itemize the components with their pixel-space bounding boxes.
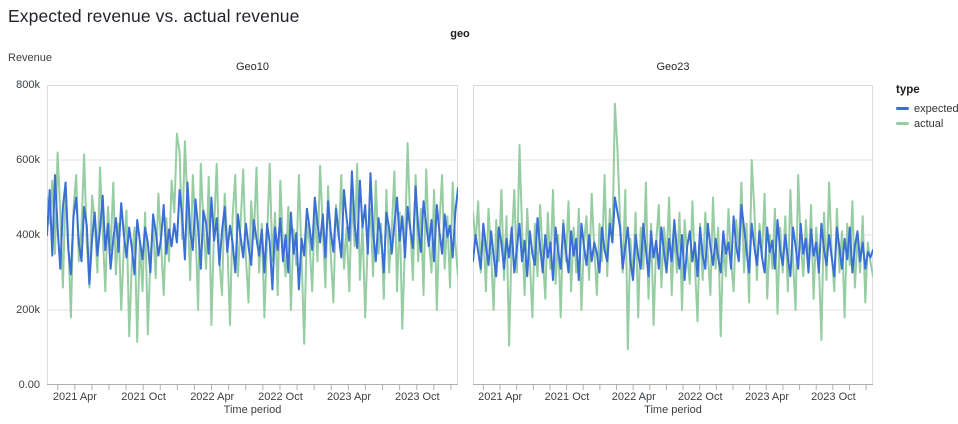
expected-line-swatch-icon (896, 107, 909, 110)
legend-title: type (896, 84, 920, 96)
x-tick-label: 2023 Oct (811, 391, 856, 403)
x-tick-label: 2023 Oct (394, 391, 440, 403)
x-axis-title: Time period (223, 404, 282, 416)
x-tick-label: 2021 Oct (121, 391, 166, 403)
y-tick-label: 200k (16, 304, 40, 316)
y-tick-label: 800k (16, 79, 40, 91)
facet-title-geo23: Geo23 (656, 61, 690, 73)
chart-title: Expected revenue vs. actual revenue (8, 6, 300, 26)
actual-line-swatch-icon (896, 122, 909, 125)
plot-canvas-geo23 (473, 85, 873, 390)
series-line-expected[interactable] (473, 196, 873, 281)
x-axis-title: Time period (644, 404, 702, 416)
plot-canvas-geo10 (47, 85, 458, 390)
series-line-actual[interactable] (47, 132, 458, 345)
facet-field-label: geo (450, 28, 470, 40)
x-tick-label: 2021 Oct (544, 391, 590, 403)
x-tick-label: 2022 Oct (258, 391, 303, 403)
x-tick-label: 2023 Apr (327, 391, 372, 403)
x-tick-label: 2022 Apr (190, 391, 235, 403)
legend-label: actual (914, 117, 944, 130)
y-tick-label: 600k (16, 154, 40, 166)
y-tick-label: 400k (16, 229, 40, 241)
y-tick-label: 0.00 (18, 379, 40, 391)
series-line-expected[interactable] (47, 170, 458, 291)
y-axis: 800k 600k 400k 200k 0.00 (0, 79, 40, 391)
x-tick-label: 2021 Apr (52, 391, 97, 403)
x-tick-label: 2021 Apr (478, 391, 523, 403)
facet-plot-geo23[interactable]: Time period 2021 Apr 2021 Oct 2022 Apr 2022… (473, 85, 873, 417)
facet-title-geo10: Geo10 (235, 61, 270, 73)
legend-item-actual[interactable]: actual (896, 116, 958, 131)
x-tick-label: 2022 Apr (611, 391, 656, 403)
x-tick-label: 2023 Apr (744, 391, 790, 403)
x-tick-label: 2022 Oct (677, 391, 723, 403)
legend: type expected actual (896, 84, 958, 131)
y-axis-title: Revenue (8, 52, 53, 64)
legend-item-expected[interactable]: expected (896, 101, 958, 116)
legend-label: expected (914, 102, 958, 115)
series-line-actual[interactable] (473, 102, 873, 351)
facet-plot-geo10[interactable]: Time period 2021 Apr 2021 Oct 2022 Apr 2022… (47, 85, 458, 417)
